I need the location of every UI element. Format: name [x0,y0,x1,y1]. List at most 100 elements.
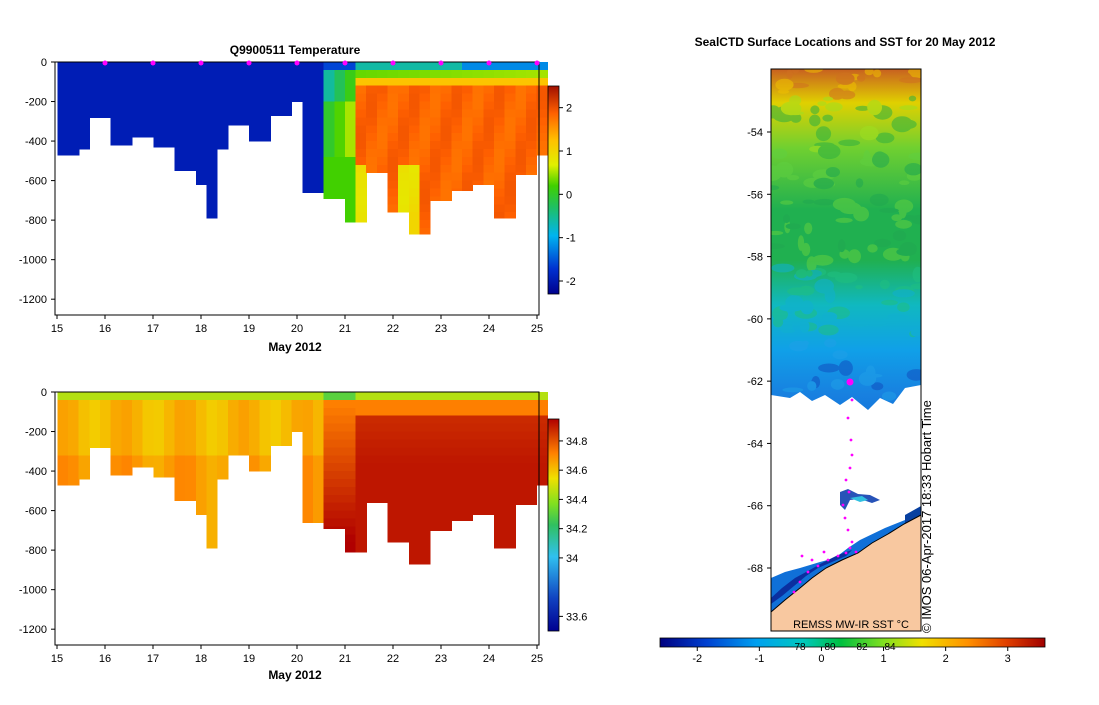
temperature-cell [344,125,357,134]
temperature-cell [408,101,420,110]
temperature-cell [57,69,69,79]
temperature-cell [430,117,442,126]
salinity-cell [195,479,207,488]
temperature-cell [206,196,218,205]
salinity-cell [259,463,271,472]
salinity-cb-tick-label: 34.2 [566,524,587,536]
temperature-x-tick-label: 19 [243,323,255,335]
temperature-cell [334,77,346,87]
temperature-cell [430,77,442,87]
temperature-cell [142,77,154,87]
sst-texture-patch [772,316,784,328]
salinity-cell [355,502,367,512]
temperature-cell [163,85,176,95]
salinity-cell [302,447,314,456]
seal-track-point [798,580,802,584]
salinity-cell [344,526,357,535]
temperature-cell [344,141,357,150]
salinity-cell [217,463,229,472]
salinity-cell [110,471,122,476]
salinity-cell [217,447,229,456]
salinity-cell [174,415,186,425]
salinity-cell [323,407,335,417]
temperature-cell [515,62,527,71]
salinity-cell [185,439,197,448]
temperature-cell [430,69,442,79]
temperature-cell [174,164,186,172]
salinity-cell [494,431,506,440]
temperature-cell [57,77,69,87]
temperature-cell [451,164,463,174]
salinity-cell [536,479,548,486]
temperature-cell [206,156,218,166]
salinity-cell [376,392,389,401]
salinity-cell [472,463,484,472]
temperature-cell [451,101,463,110]
salinity-cell [100,399,112,409]
salinity-cell [110,415,122,425]
salinity-cell [419,431,431,440]
temperature-cell [398,133,410,142]
sst-texture-patch [786,69,793,79]
temperature-cell [472,93,484,102]
temperature-cell [334,196,346,199]
salinity-cell [206,471,218,480]
salinity-cell [472,510,484,516]
temperature-cell [398,172,410,182]
salinity-cell [153,423,165,432]
salinity-cell [302,407,314,417]
temperature-cell [472,149,484,158]
salinity-cell [291,399,303,409]
temperature-cell [195,156,207,166]
temperature-cell [483,93,495,102]
temperature-cell [217,85,229,95]
salinity-cell [121,431,133,440]
temperature-cell [451,93,463,102]
temperature-cell [132,93,144,102]
salinity-cell [504,423,516,432]
salinity-cell [515,463,527,472]
temperature-cell [302,133,314,142]
temperature-y-tick-label: -600 [25,176,47,188]
temperature-cell [515,149,527,158]
salinity-cell [270,423,282,432]
temperature-cell [408,133,420,142]
salinity-cell [494,407,506,417]
sst-colorbar-ticks: -2 -1 0 1 2 378 80 82 84 [692,642,1010,665]
temperature-cell [249,85,261,95]
salinity-cell [227,407,239,417]
temperature-cell [302,141,314,150]
salinity-cell [227,392,239,401]
salinity-cell [387,486,399,496]
salinity-cell [249,399,261,409]
salinity-cell [313,415,325,425]
salinity-cell [291,392,303,401]
salinity-cell [323,399,335,409]
temperature-cell [323,180,335,189]
sst-texture-patch [872,151,888,168]
temperature-cell [217,117,229,126]
temperature-cell [472,164,484,174]
salinity-cell [408,494,420,504]
salinity-cell [419,526,431,535]
temperature-cell [68,93,80,102]
salinity-cell [227,431,239,440]
temperature-cell [132,117,144,126]
temperature-cell [355,117,367,126]
salinity-cell [238,415,250,425]
salinity-cell [504,392,516,401]
temperature-cell [355,156,367,166]
salinity-cell [302,494,314,504]
salinity-cell [68,471,80,480]
salinity-cell [462,431,474,440]
salinity-cell [408,415,420,425]
salinity-cell [387,423,399,432]
salinity-cell [57,471,69,480]
temperature-cell [163,133,176,142]
temperature-cell [440,69,452,79]
salinity-cell [462,463,474,472]
temperature-cell [121,85,133,95]
temperature-cell [334,141,346,150]
temperature-cell [440,149,452,158]
salinity-cell [89,407,101,417]
